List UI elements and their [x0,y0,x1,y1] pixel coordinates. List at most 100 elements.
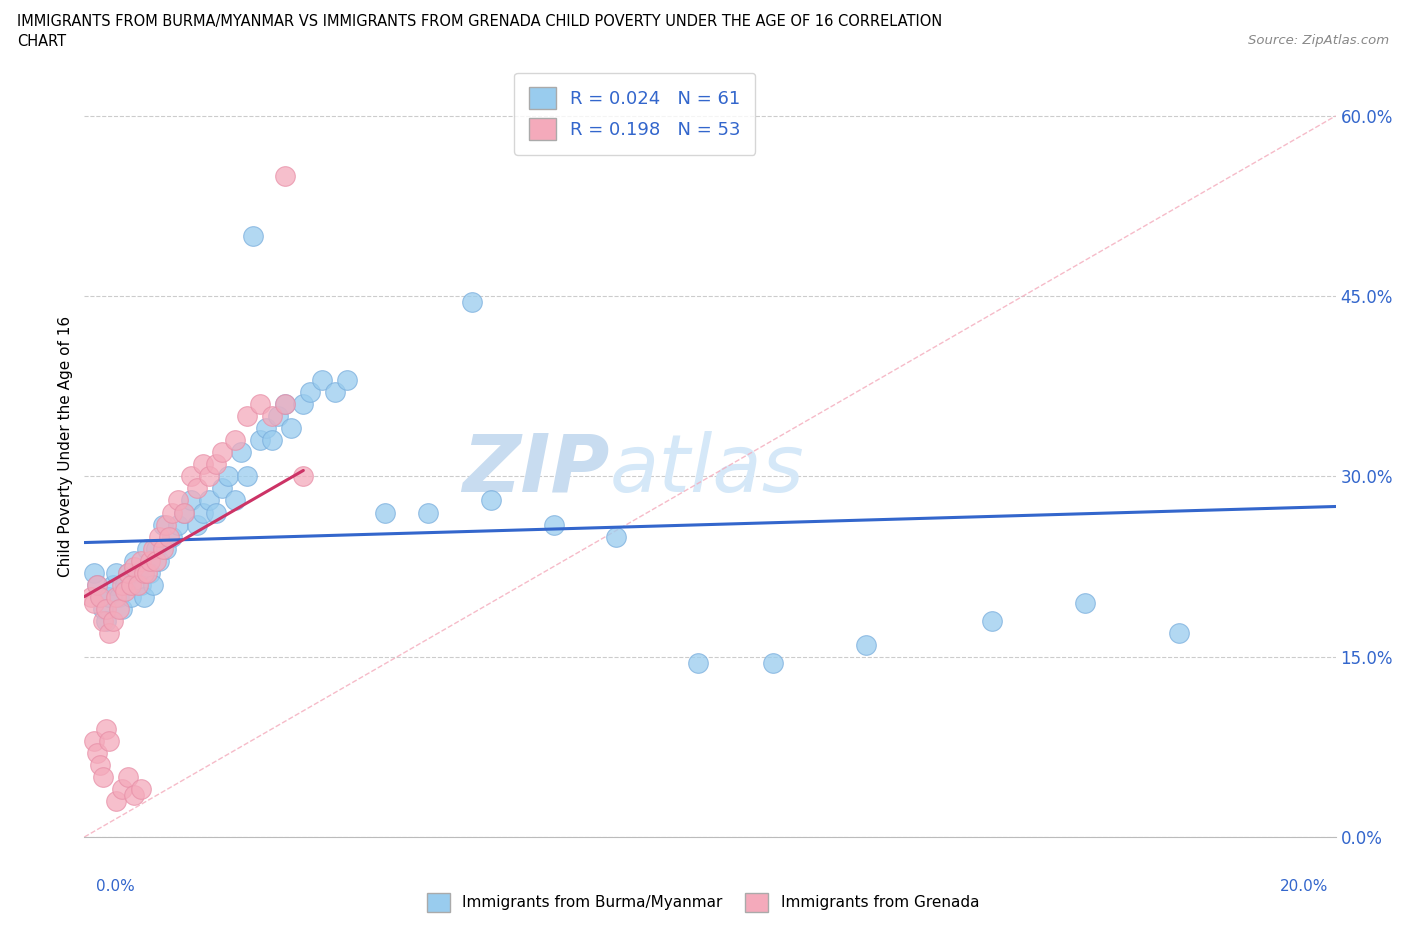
Point [180,493,202,508]
Point [160,505,183,520]
Point [479,493,502,508]
Point [79,590,101,604]
Point [104,565,127,580]
Point [89,757,111,772]
Point [249,433,271,448]
Point [127,565,149,580]
Point [224,433,246,448]
Text: atlas: atlas [610,431,804,509]
Point [254,421,277,436]
Y-axis label: Child Poverty Under the Age of 16: Child Poverty Under the Age of 16 [58,316,73,577]
Point [236,469,259,484]
Point [980,613,1002,628]
Point [89,590,111,604]
Point [298,385,321,400]
Point [129,553,152,568]
Point [132,565,155,580]
Point [129,781,152,796]
Point [120,590,142,604]
Point [186,481,208,496]
Text: CHART: CHART [17,34,66,49]
Point [242,229,264,244]
Point [114,583,136,598]
Point [148,553,170,568]
Point [311,373,333,388]
Point [111,781,134,796]
Point [155,541,177,556]
Text: IMMIGRANTS FROM BURMA/MYANMAR VS IMMIGRANTS FROM GRENADA CHILD POVERTY UNDER THE: IMMIGRANTS FROM BURMA/MYANMAR VS IMMIGRA… [17,14,942,29]
Point [96,601,118,616]
Point [267,409,290,424]
Point [152,541,174,556]
Point [83,565,105,580]
Point [155,517,177,532]
Point [249,397,271,412]
Point [855,637,877,652]
Point [124,553,146,568]
Point [236,409,259,424]
Point [83,595,105,610]
Point [1168,625,1191,640]
Point [217,469,239,484]
Point [204,505,226,520]
Point [173,505,195,520]
Text: Source: ZipAtlas.com: Source: ZipAtlas.com [1249,34,1389,47]
Point [120,578,142,592]
Point [273,397,295,412]
Point [89,590,111,604]
Point [605,529,627,544]
Point [292,469,315,484]
Point [86,578,108,592]
Point [145,541,167,556]
Point [142,578,165,592]
Point [229,445,252,459]
Point [96,613,118,628]
Point [127,578,149,592]
Point [117,565,139,580]
Point [262,409,284,424]
Point [91,769,114,784]
Point [686,656,709,671]
Point [280,421,302,436]
Point [91,601,114,616]
Point [107,601,129,616]
Text: 0.0%: 0.0% [96,879,135,894]
Point [204,457,226,472]
Point [98,590,121,604]
Point [211,481,233,496]
Point [224,493,246,508]
Point [374,505,396,520]
Text: ZIP: ZIP [463,431,610,509]
Point [96,722,118,737]
Point [157,529,180,544]
Point [418,505,440,520]
Point [1074,595,1097,610]
Point [152,517,174,532]
Point [198,493,221,508]
Point [111,601,134,616]
Point [98,625,121,640]
Point [107,590,129,604]
Point [136,541,159,556]
Point [124,559,146,574]
Legend: Immigrants from Burma/Myanmar, Immigrants from Grenada: Immigrants from Burma/Myanmar, Immigrant… [420,887,986,918]
Legend: R = 0.024   N = 61, R = 0.198   N = 53: R = 0.024 N = 61, R = 0.198 N = 53 [515,73,755,154]
Point [173,505,195,520]
Point [180,469,202,484]
Point [86,578,108,592]
Point [336,373,359,388]
Point [139,553,162,568]
Point [83,734,105,749]
Point [136,565,159,580]
Point [98,734,121,749]
Point [132,590,155,604]
Point [104,793,127,808]
Point [124,788,146,803]
Point [86,746,108,761]
Point [292,397,315,412]
Point [323,385,346,400]
Point [111,578,134,592]
Point [193,505,215,520]
Point [262,433,284,448]
Point [104,590,127,604]
